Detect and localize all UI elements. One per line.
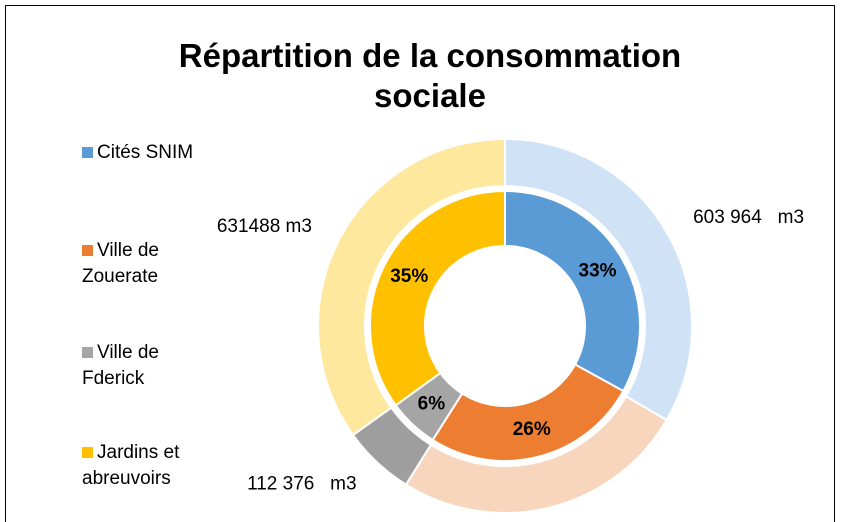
donut-segment <box>504 137 693 422</box>
legend-item: Ville de Zouerate <box>82 238 212 290</box>
legend-item: Jardins et abreuvoirs <box>82 440 212 492</box>
legend-item: Ville de Fderick <box>82 340 212 392</box>
legend-item: Cités SNIM <box>82 140 212 166</box>
chart-title: Répartition de la consommation sociale <box>178 37 682 114</box>
data-label: 35% <box>390 266 428 287</box>
data-label: 603 964 m3 <box>693 207 804 228</box>
data-label: 6% <box>418 393 446 414</box>
donut-segment <box>504 189 641 393</box>
donut-segment <box>317 137 506 437</box>
data-label: 33% <box>579 260 617 281</box>
donut-segment <box>369 189 506 407</box>
legend-label: Jardins et abreuvoirs <box>82 442 180 489</box>
legend-label: Ville de Zouerate <box>82 240 159 287</box>
data-label: 26% <box>513 419 551 440</box>
legend-label: Ville de Fderick <box>82 342 159 389</box>
data-label: 631488 m3 <box>217 216 312 237</box>
legend-label: Cités SNIM <box>97 142 194 163</box>
legend-swatch <box>82 147 93 158</box>
chart-border <box>5 5 835 522</box>
legend-swatch <box>82 347 93 358</box>
data-label: 112 376 m3 <box>247 473 357 494</box>
legend-swatch <box>82 245 93 256</box>
donut-segment <box>431 363 625 462</box>
legend-swatch <box>82 447 93 458</box>
